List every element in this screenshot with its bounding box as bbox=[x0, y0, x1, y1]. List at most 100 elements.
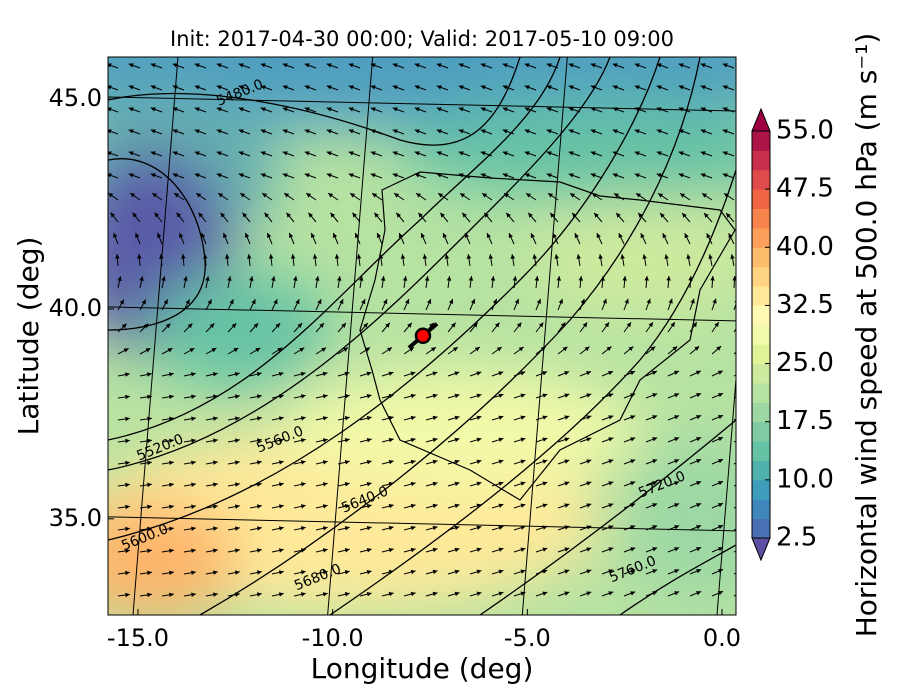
wind-arrow-head bbox=[245, 232, 250, 238]
wind-arrow-head bbox=[108, 173, 112, 178]
wind-arrow-head bbox=[718, 480, 724, 486]
wind-arrow-head bbox=[612, 85, 618, 90]
wind-arrow-head bbox=[370, 107, 376, 112]
wind-arrow-head bbox=[722, 129, 728, 134]
wind-arrow-head bbox=[344, 570, 350, 575]
wind-arrow-head bbox=[278, 371, 284, 377]
wind-arrow-head bbox=[172, 151, 178, 156]
wind-arrow-head bbox=[314, 276, 320, 281]
wind-arrow-head bbox=[268, 254, 274, 259]
wind-arrow-head bbox=[634, 129, 640, 134]
wind-arrow-head bbox=[656, 151, 662, 156]
wind-arrow-head bbox=[194, 63, 200, 68]
wind-arrow-head bbox=[694, 346, 700, 351]
wind-arrow-head bbox=[454, 371, 460, 376]
wind-arrow-head bbox=[179, 232, 184, 238]
wind-arrow-head bbox=[304, 85, 310, 90]
wind-arrow-head bbox=[630, 591, 636, 596]
wind-arrow-head bbox=[696, 393, 702, 398]
wind-arrow-head bbox=[530, 233, 535, 239]
wind-arrow-head bbox=[696, 437, 702, 442]
colorbar: 2.5 10.0 17.5 25.0 32.5 40.0 47.5 55.0 bbox=[751, 107, 834, 562]
wind-arrow-head bbox=[454, 393, 460, 399]
wind-arrow-head bbox=[440, 212, 445, 218]
wind-arrow-head bbox=[564, 415, 570, 420]
wind-arrow-head bbox=[480, 151, 486, 156]
wind-arrow-head bbox=[674, 481, 680, 486]
wind-arrow-head bbox=[722, 151, 728, 156]
wind-arrow-head bbox=[255, 347, 261, 353]
wind-arrow-head bbox=[586, 591, 592, 596]
wind-arrow-head bbox=[740, 547, 745, 551]
colorbar-band bbox=[752, 363, 770, 384]
wind-arrow-head bbox=[454, 437, 460, 443]
wind-arrow-head bbox=[234, 416, 240, 421]
wind-arrow-head bbox=[651, 370, 657, 376]
wind-arrow-head bbox=[218, 193, 224, 198]
y-tick-label: 40.0 bbox=[49, 294, 102, 322]
wind-arrow-head bbox=[278, 526, 284, 531]
wind-arrow-head bbox=[234, 592, 240, 597]
wind-arrow-head bbox=[398, 233, 404, 238]
location-marker bbox=[414, 327, 432, 345]
wind-arrow-head bbox=[213, 526, 218, 531]
wind-arrow-head bbox=[520, 371, 526, 376]
wind-arrow-head bbox=[213, 438, 218, 443]
wind-arrow-head bbox=[696, 415, 702, 420]
wind-arrow-head bbox=[366, 547, 372, 553]
wind-arrow-head bbox=[458, 129, 464, 134]
wind-arrow-head bbox=[256, 438, 262, 443]
y-tick-label: 45.0 bbox=[49, 84, 102, 112]
wind-arrow-head bbox=[740, 569, 745, 573]
wind-arrow-head bbox=[674, 437, 680, 442]
wind-arrow-head bbox=[130, 193, 136, 198]
colorbar-band bbox=[752, 421, 770, 442]
wind-arrow-head bbox=[169, 438, 174, 444]
wind-arrow-head bbox=[260, 129, 266, 134]
wind-arrow-head bbox=[695, 370, 701, 375]
wind-arrow-head bbox=[418, 212, 423, 218]
wind-arrow-head bbox=[201, 232, 206, 238]
wind-arrow-head bbox=[718, 392, 724, 398]
wind-arrow-head bbox=[169, 526, 174, 532]
wind-arrow-head bbox=[410, 481, 416, 487]
wind-arrow-head bbox=[366, 371, 372, 376]
wind-arrow-head bbox=[278, 438, 284, 443]
wind-arrow-head bbox=[634, 151, 640, 156]
wind-arrow-head bbox=[454, 591, 460, 597]
grid-line bbox=[108, 96, 736, 112]
wind-arrow-head bbox=[540, 346, 546, 352]
wind-arrow-head bbox=[216, 173, 222, 178]
wind-arrow-head bbox=[147, 438, 152, 444]
wind-arrow-head bbox=[498, 371, 504, 376]
wind-arrow-head bbox=[256, 460, 262, 465]
wind-arrow-head bbox=[630, 481, 636, 486]
wind-arrow-head bbox=[738, 346, 743, 351]
wind-arrow-head bbox=[405, 299, 410, 305]
wind-arrow-head bbox=[205, 276, 210, 282]
wind-arrow-head bbox=[352, 212, 357, 218]
wind-arrow-head bbox=[586, 415, 592, 420]
wind-arrow-head bbox=[322, 416, 328, 421]
wind-arrow-head bbox=[508, 233, 513, 239]
wind-arrow-head bbox=[238, 173, 244, 178]
wind-arrow-head bbox=[137, 254, 142, 259]
wind-arrow-head bbox=[319, 323, 324, 328]
wind-arrow-head bbox=[231, 323, 237, 329]
wind-arrow-head bbox=[546, 129, 552, 134]
wind-arrow-head bbox=[176, 212, 182, 218]
wind-arrow-head bbox=[628, 346, 634, 352]
wind-arrow-head bbox=[524, 173, 530, 178]
wind-arrow-head bbox=[213, 592, 218, 597]
wind-arrow-head bbox=[400, 254, 406, 259]
wind-arrow-head bbox=[502, 107, 508, 112]
wind-arrow-head bbox=[361, 299, 366, 305]
wind-arrow-head bbox=[608, 393, 614, 398]
wind-arrow-head bbox=[528, 212, 533, 218]
colorbar-band bbox=[752, 266, 770, 287]
wind-arrow-head bbox=[568, 85, 574, 90]
wind-arrow-head bbox=[124, 372, 130, 377]
wind-arrow-head bbox=[322, 570, 328, 575]
wind-arrow-head bbox=[282, 151, 288, 156]
wind-arrow-head bbox=[125, 438, 130, 444]
